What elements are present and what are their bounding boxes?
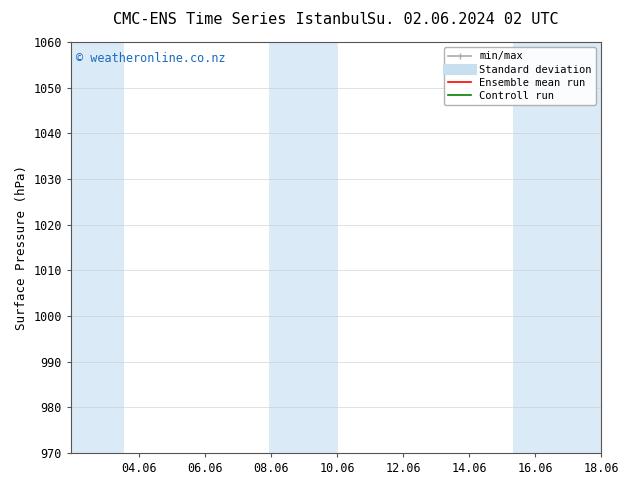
Text: Su. 02.06.2024 02 UTC: Su. 02.06.2024 02 UTC (367, 12, 559, 27)
Bar (269, 42, 339, 453)
Bar (71, 42, 124, 453)
Bar (514, 42, 601, 453)
Text: © weatheronline.co.nz: © weatheronline.co.nz (76, 52, 226, 65)
Text: CMC-ENS Time Series Istanbul: CMC-ENS Time Series Istanbul (113, 12, 368, 27)
Legend: min/max, Standard deviation, Ensemble mean run, Controll run: min/max, Standard deviation, Ensemble me… (444, 47, 596, 105)
Y-axis label: Surface Pressure (hPa): Surface Pressure (hPa) (15, 165, 28, 330)
